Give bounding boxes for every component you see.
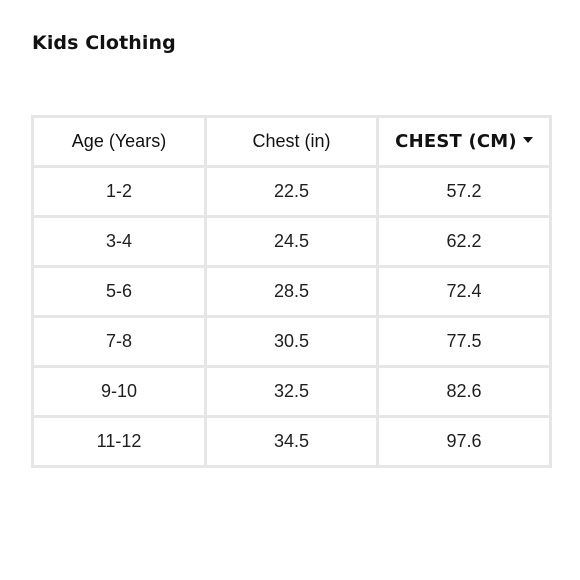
header-label: Chest (in) [252, 131, 331, 151]
cell-chest-cm: 62.2 [376, 215, 552, 268]
cell-chest-in: 30.5 [204, 315, 379, 368]
header-chest-cm[interactable]: CHEST (CM) [376, 115, 552, 168]
header-label: CHEST (CM) [395, 131, 517, 152]
cell-chest-in: 34.5 [204, 415, 379, 468]
table-row: 9-10 32.5 82.6 [31, 365, 552, 418]
cell-age: 1-2 [31, 165, 207, 218]
cell-chest-cm: 72.4 [376, 265, 552, 318]
cell-age: 3-4 [31, 215, 207, 268]
header-chest-in[interactable]: Chest (in) [204, 115, 379, 168]
cell-chest-cm: 77.5 [376, 315, 552, 368]
cell-age: 11-12 [31, 415, 207, 468]
cell-chest-in: 24.5 [204, 215, 379, 268]
cell-chest-cm: 57.2 [376, 165, 552, 218]
cell-age: 5-6 [31, 265, 207, 318]
cell-chest-in: 28.5 [204, 265, 379, 318]
table-row: 7-8 30.5 77.5 [31, 315, 552, 368]
header-label: Age (Years) [71, 131, 167, 151]
table-row: 1-2 22.5 57.2 [31, 165, 552, 218]
table-row: 11-12 34.5 97.6 [31, 415, 552, 468]
cell-chest-in: 22.5 [204, 165, 379, 218]
table-row: 3-4 24.5 62.2 [31, 215, 552, 268]
cell-chest-cm: 82.6 [376, 365, 552, 418]
chevron-down-icon [522, 137, 533, 143]
cell-age: 9-10 [31, 365, 207, 418]
size-chart-table: Age (Years) Chest (in) CHEST (CM) 1-2 22.… [31, 115, 552, 468]
cell-chest-cm: 97.6 [376, 415, 552, 468]
page-title: Kids Clothing [32, 32, 176, 54]
table-body: 1-2 22.5 57.2 3-4 24.5 62.2 5-6 28.5 72.4 7-8 30.5… [31, 165, 552, 468]
cell-chest-in: 32.5 [204, 365, 379, 418]
table-row: 5-6 28.5 72.4 [31, 265, 552, 318]
header-age-years[interactable]: Age (Years) [31, 115, 207, 168]
table-header-row: Age (Years) Chest (in) CHEST (CM) [31, 115, 552, 168]
cell-age: 7-8 [31, 315, 207, 368]
